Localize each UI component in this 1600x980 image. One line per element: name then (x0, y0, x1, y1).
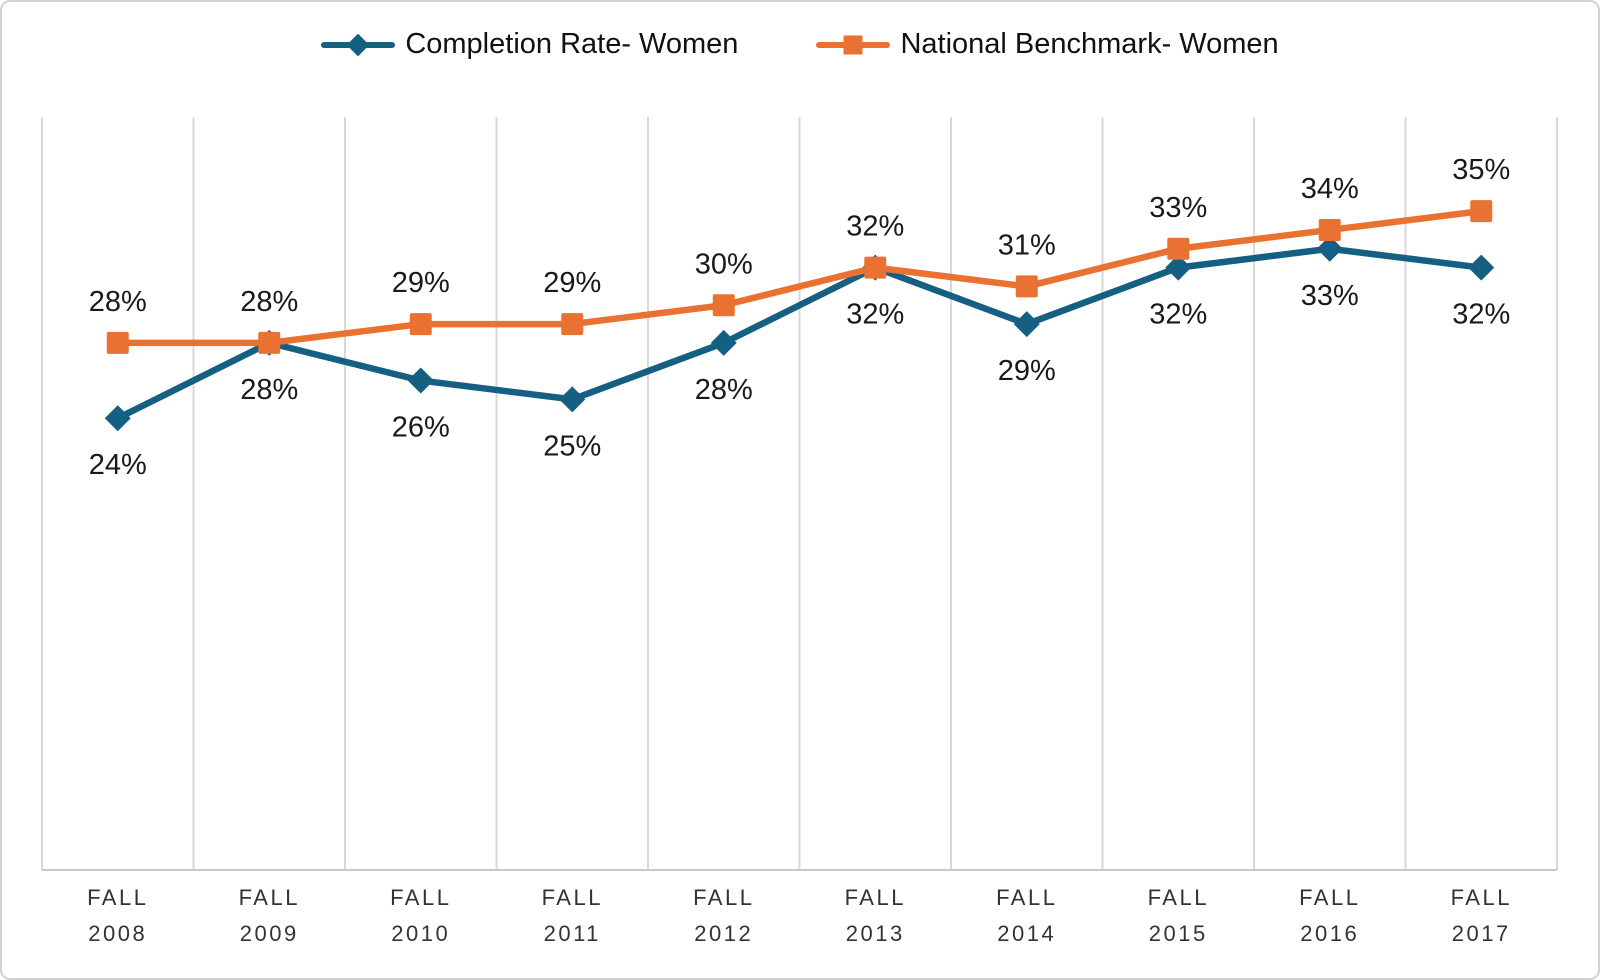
data-label: 32% (846, 299, 904, 331)
data-label: 34% (1301, 173, 1359, 205)
series-line (114, 245, 1485, 422)
data-point-marker (258, 331, 281, 354)
data-point-marker (1468, 254, 1495, 281)
data-label: 29% (543, 267, 601, 299)
diamond-marker-icon (347, 33, 370, 56)
data-label: 33% (1301, 280, 1359, 312)
data-label: 32% (1452, 299, 1510, 331)
x-axis-labels: FALL 2008 FALL 2009 FALL 2010 FALL 2011 FALL 2012… (87, 885, 1512, 946)
data-label: 28% (695, 374, 753, 406)
data-label: 30% (695, 248, 753, 280)
data-point-marker (1165, 254, 1192, 281)
data-point-marker (407, 367, 434, 394)
data-point-marker (104, 405, 131, 432)
data-label: 28% (240, 286, 298, 318)
x-axis-label: FALL 2011 (542, 885, 603, 946)
chart-legend: Completion Rate- Women National Benchmar… (2, 28, 1598, 61)
x-axis-label: FALL 2010 (390, 885, 451, 946)
data-label: 32% (1149, 299, 1207, 331)
x-axis-label: FALL 2009 (239, 885, 300, 946)
data-labels: 24% 28% 26% 25% 28% 32% 29% 32% 33% 32% 28% 28% 29% 2… (89, 154, 1511, 481)
series-line (114, 207, 1485, 347)
data-label: 29% (392, 267, 450, 299)
x-axis-label: FALL 2008 (87, 885, 148, 946)
data-point-marker (561, 313, 584, 336)
data-label: 29% (998, 355, 1056, 387)
x-axis-label: FALL 2017 (1451, 885, 1512, 946)
legend-item-national-benchmark: National Benchmark- Women (816, 28, 1279, 61)
data-point-marker (1318, 218, 1341, 241)
series-1 (106, 200, 1493, 354)
x-axis-label: FALL 2013 (845, 885, 906, 946)
data-point-marker (106, 331, 129, 354)
x-axis-label: FALL 2016 (1299, 885, 1360, 946)
gridlines (41, 117, 1558, 870)
data-point-marker (864, 256, 887, 279)
data-point-marker (712, 294, 735, 317)
data-label: 28% (240, 374, 298, 406)
data-label: 31% (998, 229, 1056, 261)
data-point-marker (1013, 311, 1040, 338)
data-point-marker (559, 386, 586, 413)
data-label: 32% (846, 211, 904, 243)
data-label: 28% (89, 286, 147, 318)
data-label: 33% (1149, 192, 1207, 224)
data-point-marker (1470, 200, 1493, 223)
data-label: 25% (543, 430, 601, 462)
legend-line-diamond-icon (321, 32, 396, 58)
data-label: 35% (1452, 154, 1510, 186)
data-point-marker (1316, 235, 1343, 262)
data-label: 26% (392, 412, 450, 444)
legend-label-completion-rate: Completion Rate- Women (405, 28, 739, 60)
legend-line-square-icon (816, 32, 891, 58)
data-point-marker (1167, 237, 1190, 260)
data-point-marker (710, 329, 737, 356)
x-axis-label: FALL 2014 (996, 885, 1057, 946)
data-point-marker (1015, 275, 1038, 298)
x-axis-label: FALL 2012 (693, 885, 754, 946)
legend-label-national-benchmark: National Benchmark- Women (900, 28, 1279, 60)
x-axis-label: FALL 2015 (1148, 885, 1209, 946)
square-marker-icon (843, 35, 863, 54)
data-point-marker (409, 313, 432, 336)
legend-item-completion-rate: Completion Rate- Women (321, 28, 738, 61)
data-label: 24% (89, 449, 147, 481)
